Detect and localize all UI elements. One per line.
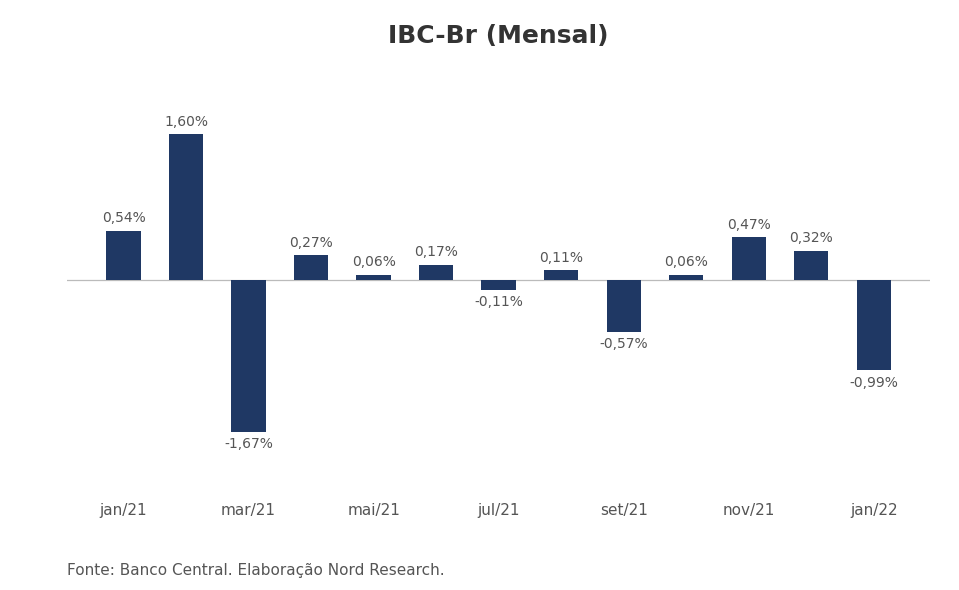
Bar xyxy=(606,280,641,332)
Bar xyxy=(856,280,891,370)
Bar xyxy=(669,274,704,280)
Bar xyxy=(106,231,141,280)
Bar xyxy=(732,237,766,280)
Bar xyxy=(293,255,328,280)
Text: mar/21: mar/21 xyxy=(222,503,276,518)
Bar xyxy=(794,251,829,280)
Text: -0,99%: -0,99% xyxy=(850,375,899,389)
Title: IBC-Br (Mensal): IBC-Br (Mensal) xyxy=(388,24,609,48)
Text: nov/21: nov/21 xyxy=(722,503,775,518)
Bar xyxy=(481,280,516,290)
Bar xyxy=(231,280,266,432)
Text: set/21: set/21 xyxy=(599,503,647,518)
Text: 0,06%: 0,06% xyxy=(665,255,708,269)
Bar xyxy=(419,264,454,280)
Text: jan/22: jan/22 xyxy=(850,503,898,518)
Text: jan/21: jan/21 xyxy=(100,503,148,518)
Bar xyxy=(357,274,391,280)
Text: 0,54%: 0,54% xyxy=(102,211,146,225)
Bar xyxy=(544,270,578,280)
Text: Fonte: Banco Central. Elaboração Nord Research.: Fonte: Banco Central. Elaboração Nord Re… xyxy=(67,563,445,578)
Text: mai/21: mai/21 xyxy=(347,503,400,518)
Text: 0,17%: 0,17% xyxy=(414,245,458,259)
Text: -0,57%: -0,57% xyxy=(599,337,648,351)
Text: 0,11%: 0,11% xyxy=(539,251,583,264)
Text: 1,60%: 1,60% xyxy=(164,115,208,129)
Text: jul/21: jul/21 xyxy=(478,503,520,518)
Text: 0,47%: 0,47% xyxy=(727,218,771,232)
Text: 0,06%: 0,06% xyxy=(352,255,395,269)
Text: -0,11%: -0,11% xyxy=(475,296,523,310)
Text: 0,27%: 0,27% xyxy=(290,236,333,250)
Text: -1,67%: -1,67% xyxy=(224,437,273,451)
Bar xyxy=(169,135,203,280)
Text: 0,32%: 0,32% xyxy=(789,231,833,245)
